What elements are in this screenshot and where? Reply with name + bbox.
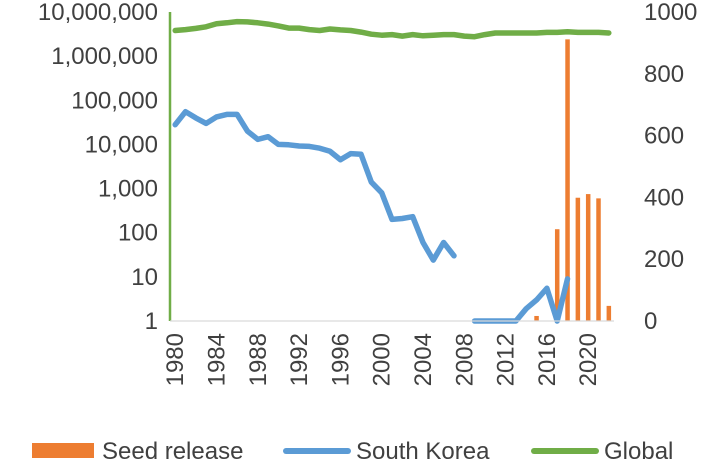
legend-label: South Korea xyxy=(356,438,490,465)
left-tick-label: 10 xyxy=(131,264,158,291)
x-tick-label: 2012 xyxy=(493,333,520,386)
right-tick-label: 800 xyxy=(644,61,684,88)
seed-release-bar xyxy=(565,39,570,321)
right-tick-label: 0 xyxy=(644,308,657,335)
right-tick-label: 200 xyxy=(644,246,684,273)
left-tick-label: 1,000 xyxy=(98,176,158,203)
seed-release-bar xyxy=(575,197,581,321)
legend-swatch-seed-release xyxy=(32,443,94,458)
x-tick-label: 1988 xyxy=(245,333,272,386)
south-korea-line xyxy=(471,276,571,324)
seed-release-bar xyxy=(585,194,591,321)
x-tick-label: 1984 xyxy=(203,333,230,386)
left-tick-label: 10,000,000 xyxy=(38,0,158,26)
legend-label: Global xyxy=(604,438,673,465)
south-korea-line xyxy=(172,108,457,263)
right-tick-label: 600 xyxy=(644,123,684,150)
x-tick-label: 2016 xyxy=(534,333,561,386)
left-axis-ticks: 1 10 100 1,000 10,000 100,000 1,000,000 10,000,… xyxy=(38,0,158,335)
global-line xyxy=(172,18,612,40)
right-axis-ticks: 0 200 400 600 800 1000 xyxy=(644,0,697,335)
left-tick-label: 100,000 xyxy=(71,87,158,114)
seed-release-bars xyxy=(534,39,612,321)
x-tick-label: 2000 xyxy=(369,333,396,386)
south-korea-series xyxy=(172,108,571,324)
x-axis-ticks: 1980 1984 1988 1992 1996 2000 2004 2008 2012 2016… xyxy=(162,333,602,386)
x-tick-label: 2020 xyxy=(575,333,602,386)
x-tick-label: 1996 xyxy=(327,333,354,386)
global-series xyxy=(172,18,612,40)
left-tick-label: 10,000 xyxy=(85,131,158,158)
left-tick-label: 100 xyxy=(118,220,158,247)
legend: Seed release South Korea Global xyxy=(32,438,673,465)
seed-release-bar xyxy=(554,229,560,321)
x-tick-label: 1980 xyxy=(162,333,189,386)
x-tick-label: 2004 xyxy=(410,333,437,386)
seed-release-bar xyxy=(606,305,612,321)
seed-release-bar xyxy=(534,315,539,321)
x-tick-label: 1992 xyxy=(286,333,313,386)
x-tick-label: 2008 xyxy=(451,333,478,386)
legend-label: Seed release xyxy=(102,438,243,465)
left-tick-label: 1,000,000 xyxy=(51,43,158,70)
left-tick-label: 1 xyxy=(145,308,158,335)
right-tick-label: 1000 xyxy=(644,0,697,26)
seed-release-bar xyxy=(596,198,601,321)
right-tick-label: 400 xyxy=(644,184,684,211)
